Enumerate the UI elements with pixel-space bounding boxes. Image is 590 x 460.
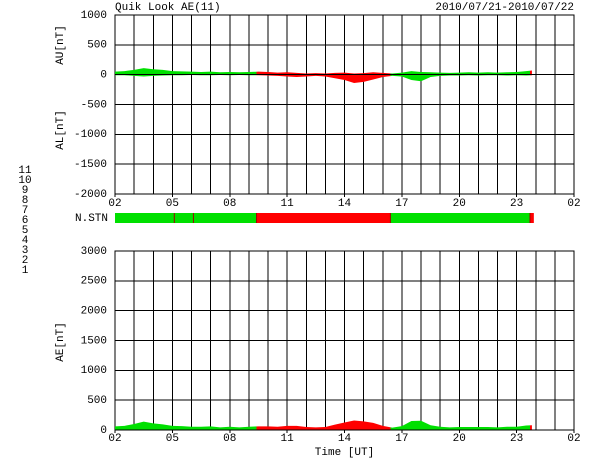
y-tick-label: -2000 [74, 189, 107, 201]
x-tick-label: 20 [453, 198, 466, 210]
x-tick-label: 23 [510, 198, 523, 210]
x-tick-label: 11 [281, 198, 295, 210]
x-tick-label: 02 [567, 198, 580, 210]
legend-entry: 9 [22, 185, 29, 197]
legend-entry: 10 [18, 175, 31, 187]
y-tick-label: -1000 [74, 129, 107, 141]
x-tick-label: 08 [223, 433, 236, 445]
x-tick-label: 02 [567, 433, 580, 445]
x-tick-label: 20 [453, 433, 466, 445]
y-tick-label: 2000 [81, 306, 107, 318]
area [115, 68, 532, 75]
y-tick-label: 500 [87, 395, 107, 407]
title: Quik Look AE(11) [115, 2, 221, 14]
legend-entry: 8 [22, 195, 29, 207]
station-segment [174, 213, 194, 223]
y-tick-label: 0 [100, 425, 107, 437]
y-tick-label: 1000 [81, 10, 107, 22]
x-tick-label: 17 [395, 198, 408, 210]
station-segment [390, 213, 531, 223]
area [115, 420, 532, 430]
legend-entry: 3 [22, 245, 29, 257]
legend-entry: 11 [18, 165, 32, 177]
legend-entry: 6 [22, 215, 29, 227]
x-tick-label: 02 [108, 198, 121, 210]
station-segment [530, 213, 534, 223]
y-tick-label: -1500 [74, 159, 107, 171]
y-tick-label: 2500 [81, 276, 107, 288]
station-segment [256, 213, 391, 223]
plot-frame [114, 14, 575, 195]
x-tick-label: 05 [166, 198, 179, 210]
y-axis-label: AU[nT] [55, 25, 67, 65]
y-tick-label: 500 [87, 40, 107, 52]
legend-entry: 4 [22, 235, 29, 247]
y-tick-label: 3000 [81, 246, 107, 258]
y-tick-label: -500 [81, 99, 107, 111]
x-tick-label: 17 [395, 433, 408, 445]
y-axis-label: AE[nT] [55, 322, 67, 362]
y-tick-label: 0 [100, 70, 107, 82]
station-segment [115, 213, 175, 223]
x-tick-label: 11 [281, 433, 295, 445]
legend-entry: 7 [22, 205, 29, 217]
x-tick-label: 23 [510, 433, 523, 445]
date-range: 2010/07/21-2010/07/22 [435, 2, 574, 14]
area [115, 74, 532, 84]
y-axis-label: AL[nT] [55, 110, 67, 150]
y-tick-label: 1500 [81, 335, 107, 347]
x-tick-label: 05 [166, 433, 179, 445]
x-axis-label: Time [UT] [315, 447, 374, 459]
stations-label: N.STN [75, 213, 108, 225]
y-tick-label: 1000 [81, 365, 107, 377]
legend-entry: 1 [22, 265, 29, 277]
legend-entry: 5 [22, 225, 29, 237]
x-tick-label: 14 [338, 433, 352, 445]
legend-entry: 2 [22, 255, 29, 267]
x-tick-label: 08 [223, 198, 236, 210]
station-segment [193, 213, 257, 223]
x-tick-label: 14 [338, 198, 352, 210]
x-tick-label: 02 [108, 433, 121, 445]
